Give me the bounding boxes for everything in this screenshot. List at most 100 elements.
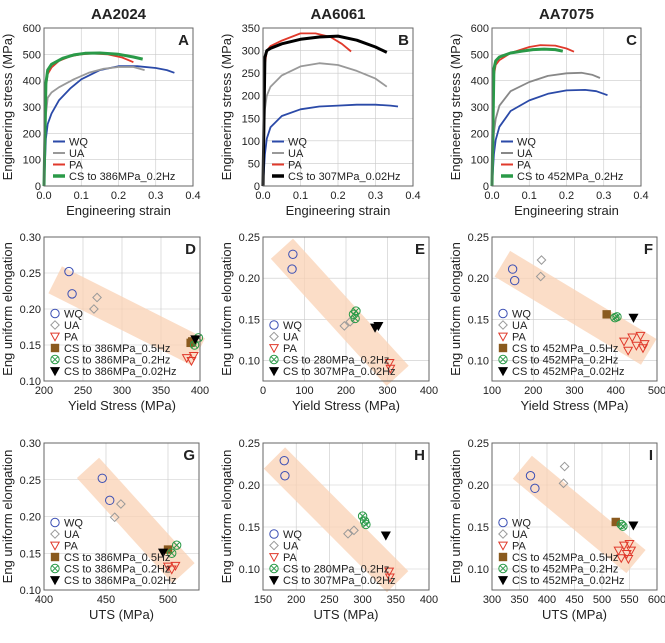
x-tick-label: 300: [353, 594, 371, 606]
plot-frame: [43, 236, 201, 382]
legend-marker: [497, 367, 509, 377]
y-tick-label: 200: [242, 91, 260, 103]
x-axis-label: UTS (MPa): [314, 607, 379, 622]
legend-label: WQ: [69, 137, 88, 149]
x-axis-label: Engineering strain: [66, 203, 171, 218]
y-tick-label: 0.25: [239, 232, 260, 244]
legend-label: CS to 386MPa_0.5Hz: [64, 343, 170, 355]
panel-d: 200 250 300 350 400 0.10 0.15 0.20 0.25 0.30 Yield…: [0, 232, 209, 413]
legend-marker-ring: [269, 563, 279, 574]
legend-label: UA: [283, 332, 299, 344]
y-axis-label: Engineering stress (MPa): [448, 34, 463, 181]
y-tick-label: 400: [23, 76, 41, 88]
legend-marker: [498, 354, 508, 365]
x-tick-label: 400: [420, 594, 438, 606]
x-tick-label: 600: [648, 594, 665, 606]
legend-marker: [497, 576, 509, 586]
data-point-wq: [280, 471, 290, 481]
legend-label: UA: [64, 529, 80, 541]
data-point-wq: [507, 264, 518, 274]
x-tick-label: 300: [565, 385, 583, 397]
y-tick-label: 50: [248, 158, 260, 170]
legend-label: PA: [64, 332, 79, 344]
series-line-wq: [262, 103, 399, 187]
data-point-wq: [67, 289, 77, 299]
data-point-cs-to-386mpa-0-2hz-cross: [173, 541, 180, 549]
data-point-pa: [616, 554, 627, 564]
y-axis-label: Eng uniform elongation: [448, 450, 463, 584]
legend-label: CS to 452MPa_0.2Hz: [512, 355, 618, 367]
y-tick-label: 0: [35, 181, 41, 193]
x-axis-label: Yield Stress (MPa): [68, 398, 176, 413]
legend-label: UA: [64, 320, 80, 332]
y-tick-label: 200: [23, 128, 41, 140]
x-tick-label: 0: [260, 385, 266, 397]
series-line-ua: [491, 71, 601, 187]
data-point-cs-to-452mpa-0-02hz: [628, 521, 639, 531]
y-tick-label: 0.15: [239, 314, 260, 326]
y-tick-label: 0: [254, 181, 260, 193]
data-point-cs-to-307mpa-0-02hz: [380, 531, 391, 541]
x-tick-label: 500: [593, 594, 611, 606]
legend-label: PA: [288, 160, 303, 172]
data-point-ua: [536, 255, 547, 265]
plot-frame: [262, 442, 430, 591]
x-tick-label: 350: [152, 385, 170, 397]
data-point-cs-to-280mpa-0-2hz-ring: [348, 309, 359, 320]
legend-label: WQ: [64, 518, 83, 530]
data-point-pa: [623, 555, 634, 565]
data-point-wq: [287, 264, 297, 274]
y-tick-label: 300: [242, 46, 260, 58]
x-tick-label: 100: [295, 385, 313, 397]
data-point-pa: [635, 331, 646, 341]
legend-marker: [49, 332, 61, 342]
legend-label: WQ: [512, 309, 531, 321]
legend-marker: [268, 344, 280, 354]
x-tick-label: 500: [648, 385, 665, 397]
y-tick-label: 0.25: [239, 438, 260, 450]
y-tick-label: 400: [471, 76, 489, 88]
y-tick-label: 0.10: [239, 564, 260, 576]
x-axis-label: Engineering strain: [514, 203, 619, 218]
legend-marker-cross: [51, 356, 59, 363]
legend-marker: [268, 553, 280, 563]
data-point-cs-to-452mpa-0-2hz: [612, 312, 622, 322]
x-tick-label: 150: [254, 594, 272, 606]
legend-marker-cross: [499, 356, 507, 363]
data-point-cs-to-280mpa-0-2hz: [350, 313, 360, 324]
y-tick-label: 150: [242, 113, 260, 125]
y-tick-label: 0.15: [20, 548, 41, 560]
data-point-cs-to-452mpa-0-5hz: [611, 517, 620, 527]
data-point-cs-to-386mpa-0-02hz: [190, 335, 201, 345]
legend-marker-ring: [498, 354, 508, 365]
data-point-pa: [621, 550, 632, 560]
legend-marker: [50, 552, 60, 562]
plot-frame: [491, 442, 658, 591]
legend-marker-cross: [51, 565, 59, 572]
data-point-cs-to-452mpa-0-2hz-ring: [616, 519, 626, 530]
panel-letter: A: [178, 32, 189, 49]
legend-label: PA: [64, 541, 79, 553]
data-point-ua: [559, 461, 570, 472]
x-tick-label: 0.3: [148, 190, 163, 202]
trend-band: [270, 238, 409, 386]
y-tick-label: 500: [471, 49, 489, 61]
y-tick-label: 0.20: [468, 480, 489, 492]
data-point-wq: [64, 266, 74, 277]
legend-label: CS to 386MPa_0.2Hz: [64, 564, 170, 576]
x-tick-label: 200: [337, 385, 355, 397]
legend-label: CS to 452MPa_0.2Hz: [512, 564, 618, 576]
legend-label: CS to 452MPa_0.2Hz: [517, 171, 623, 183]
legend-label: CS to 307MPa_0.02Hz: [283, 366, 396, 378]
data-point-cs-to-386mpa-0-02hz: [157, 548, 169, 558]
data-point-cs-to-386mpa-0-2hz-ring: [171, 540, 182, 550]
data-point-pa: [186, 356, 197, 367]
legend-label: CS to 386MPa_0.02Hz: [64, 575, 177, 587]
data-point-pa: [623, 346, 634, 356]
y-axis-label: Eng uniform elongation: [219, 450, 234, 584]
